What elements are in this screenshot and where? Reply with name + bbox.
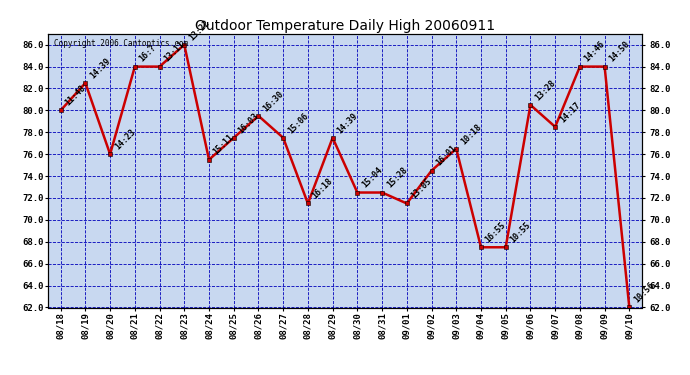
Title: Outdoor Temperature Daily High 20060911: Outdoor Temperature Daily High 20060911 [195,19,495,33]
Text: 11:48: 11:48 [63,84,88,108]
Text: 15:28: 15:28 [385,166,409,190]
Text: 16:?: 16:? [137,44,158,64]
Text: 15:04: 15:04 [360,166,384,190]
Text: 14:39: 14:39 [88,56,112,80]
Text: 15:06: 15:06 [286,111,310,135]
Text: 10:18: 10:18 [459,122,483,146]
Text: 16:18: 16:18 [310,177,335,201]
Text: 10:56: 10:56 [632,280,656,305]
Text: 15:11: 15:11 [212,133,236,157]
Text: 16:01: 16:01 [434,144,458,168]
Text: 13:28: 13:28 [533,78,558,102]
Text: 14:50: 14:50 [607,40,631,64]
Text: 16:03: 16:03 [237,111,261,135]
Text: 14:23: 14:23 [113,128,137,152]
Text: Copyright 2006 Cantoptics.com: Copyright 2006 Cantoptics.com [55,39,188,48]
Text: 14:39: 14:39 [335,111,359,135]
Text: 16:30: 16:30 [262,89,285,113]
Text: 14:17: 14:17 [558,100,582,124]
Text: 10:55: 10:55 [509,220,533,245]
Text: 13:22: 13:22 [187,18,211,42]
Text: 13:11: 13:11 [162,40,186,64]
Text: 14:46: 14:46 [582,40,607,64]
Text: 16:55: 16:55 [484,220,508,245]
Text: 13:05: 13:05 [410,177,433,201]
